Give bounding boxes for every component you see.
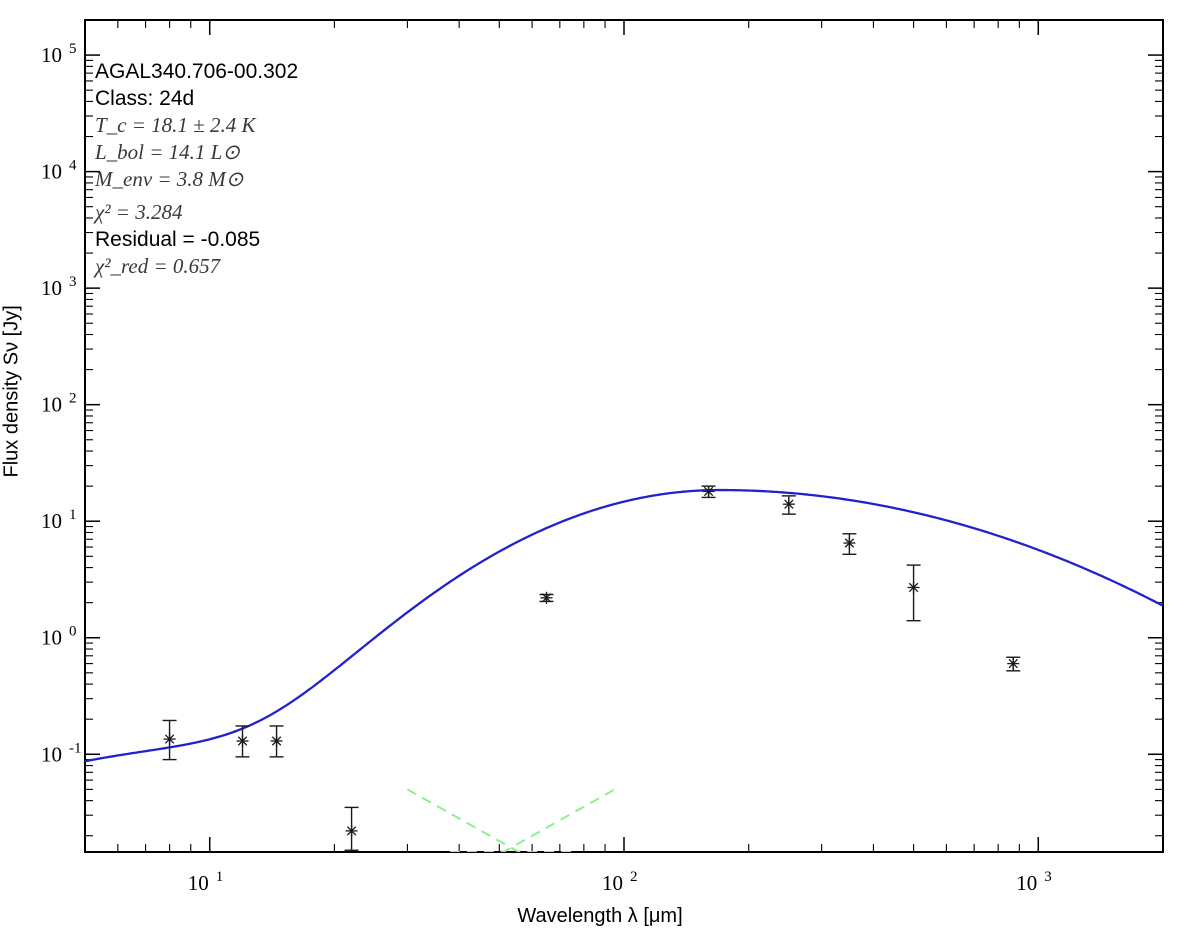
fit-curves bbox=[85, 490, 1163, 852]
svg-text:10: 10 bbox=[41, 393, 62, 417]
svg-text:10: 10 bbox=[188, 871, 209, 895]
data-point-4[interactable] bbox=[539, 592, 553, 604]
sed-plot-svg: 10 1 10 2 10 3 10 -1 10 0 10 1 10 2 10 3 10 4 10 5 bbox=[0, 0, 1200, 933]
data-point-5[interactable] bbox=[702, 485, 716, 497]
sed-chart-container: AGAL340.706-00.302 Class: 24d T_c = 18.1… bbox=[0, 0, 1200, 933]
svg-text:5: 5 bbox=[69, 41, 77, 57]
svg-text:10: 10 bbox=[41, 626, 62, 650]
svg-text:3: 3 bbox=[1044, 869, 1052, 885]
svg-text:3: 3 bbox=[69, 274, 77, 290]
data-point-6[interactable] bbox=[782, 496, 796, 514]
svg-text:2: 2 bbox=[69, 391, 77, 407]
svg-text:-1: -1 bbox=[69, 740, 82, 756]
svg-text:10: 10 bbox=[41, 509, 62, 533]
svg-text:10: 10 bbox=[1016, 871, 1037, 895]
dust-component-curve-1 bbox=[407, 789, 572, 852]
data-points-group[interactable] bbox=[163, 485, 1021, 850]
data-point-2[interactable] bbox=[270, 726, 284, 757]
svg-text:1: 1 bbox=[216, 869, 224, 885]
svg-text:1: 1 bbox=[69, 507, 77, 523]
svg-text:10: 10 bbox=[602, 871, 623, 895]
data-point-8[interactable] bbox=[907, 565, 921, 621]
svg-text:0: 0 bbox=[69, 624, 77, 640]
svg-text:10: 10 bbox=[41, 742, 62, 766]
sed-fit-curve bbox=[85, 490, 1163, 761]
svg-text:2: 2 bbox=[630, 869, 638, 885]
svg-text:10: 10 bbox=[41, 276, 62, 300]
svg-text:10: 10 bbox=[41, 160, 62, 184]
svg-text:4: 4 bbox=[69, 158, 77, 174]
svg-text:10: 10 bbox=[41, 43, 62, 67]
data-point-0[interactable] bbox=[163, 720, 177, 759]
data-point-7[interactable] bbox=[842, 534, 856, 555]
data-point-9[interactable] bbox=[1006, 657, 1020, 671]
dust-component-curve-2 bbox=[450, 789, 615, 852]
data-point-3[interactable] bbox=[345, 807, 359, 850]
axis-tick-labels: 10 1 10 2 10 3 10 -1 10 0 10 1 10 2 10 3 10 4 10 5 bbox=[41, 41, 1052, 895]
